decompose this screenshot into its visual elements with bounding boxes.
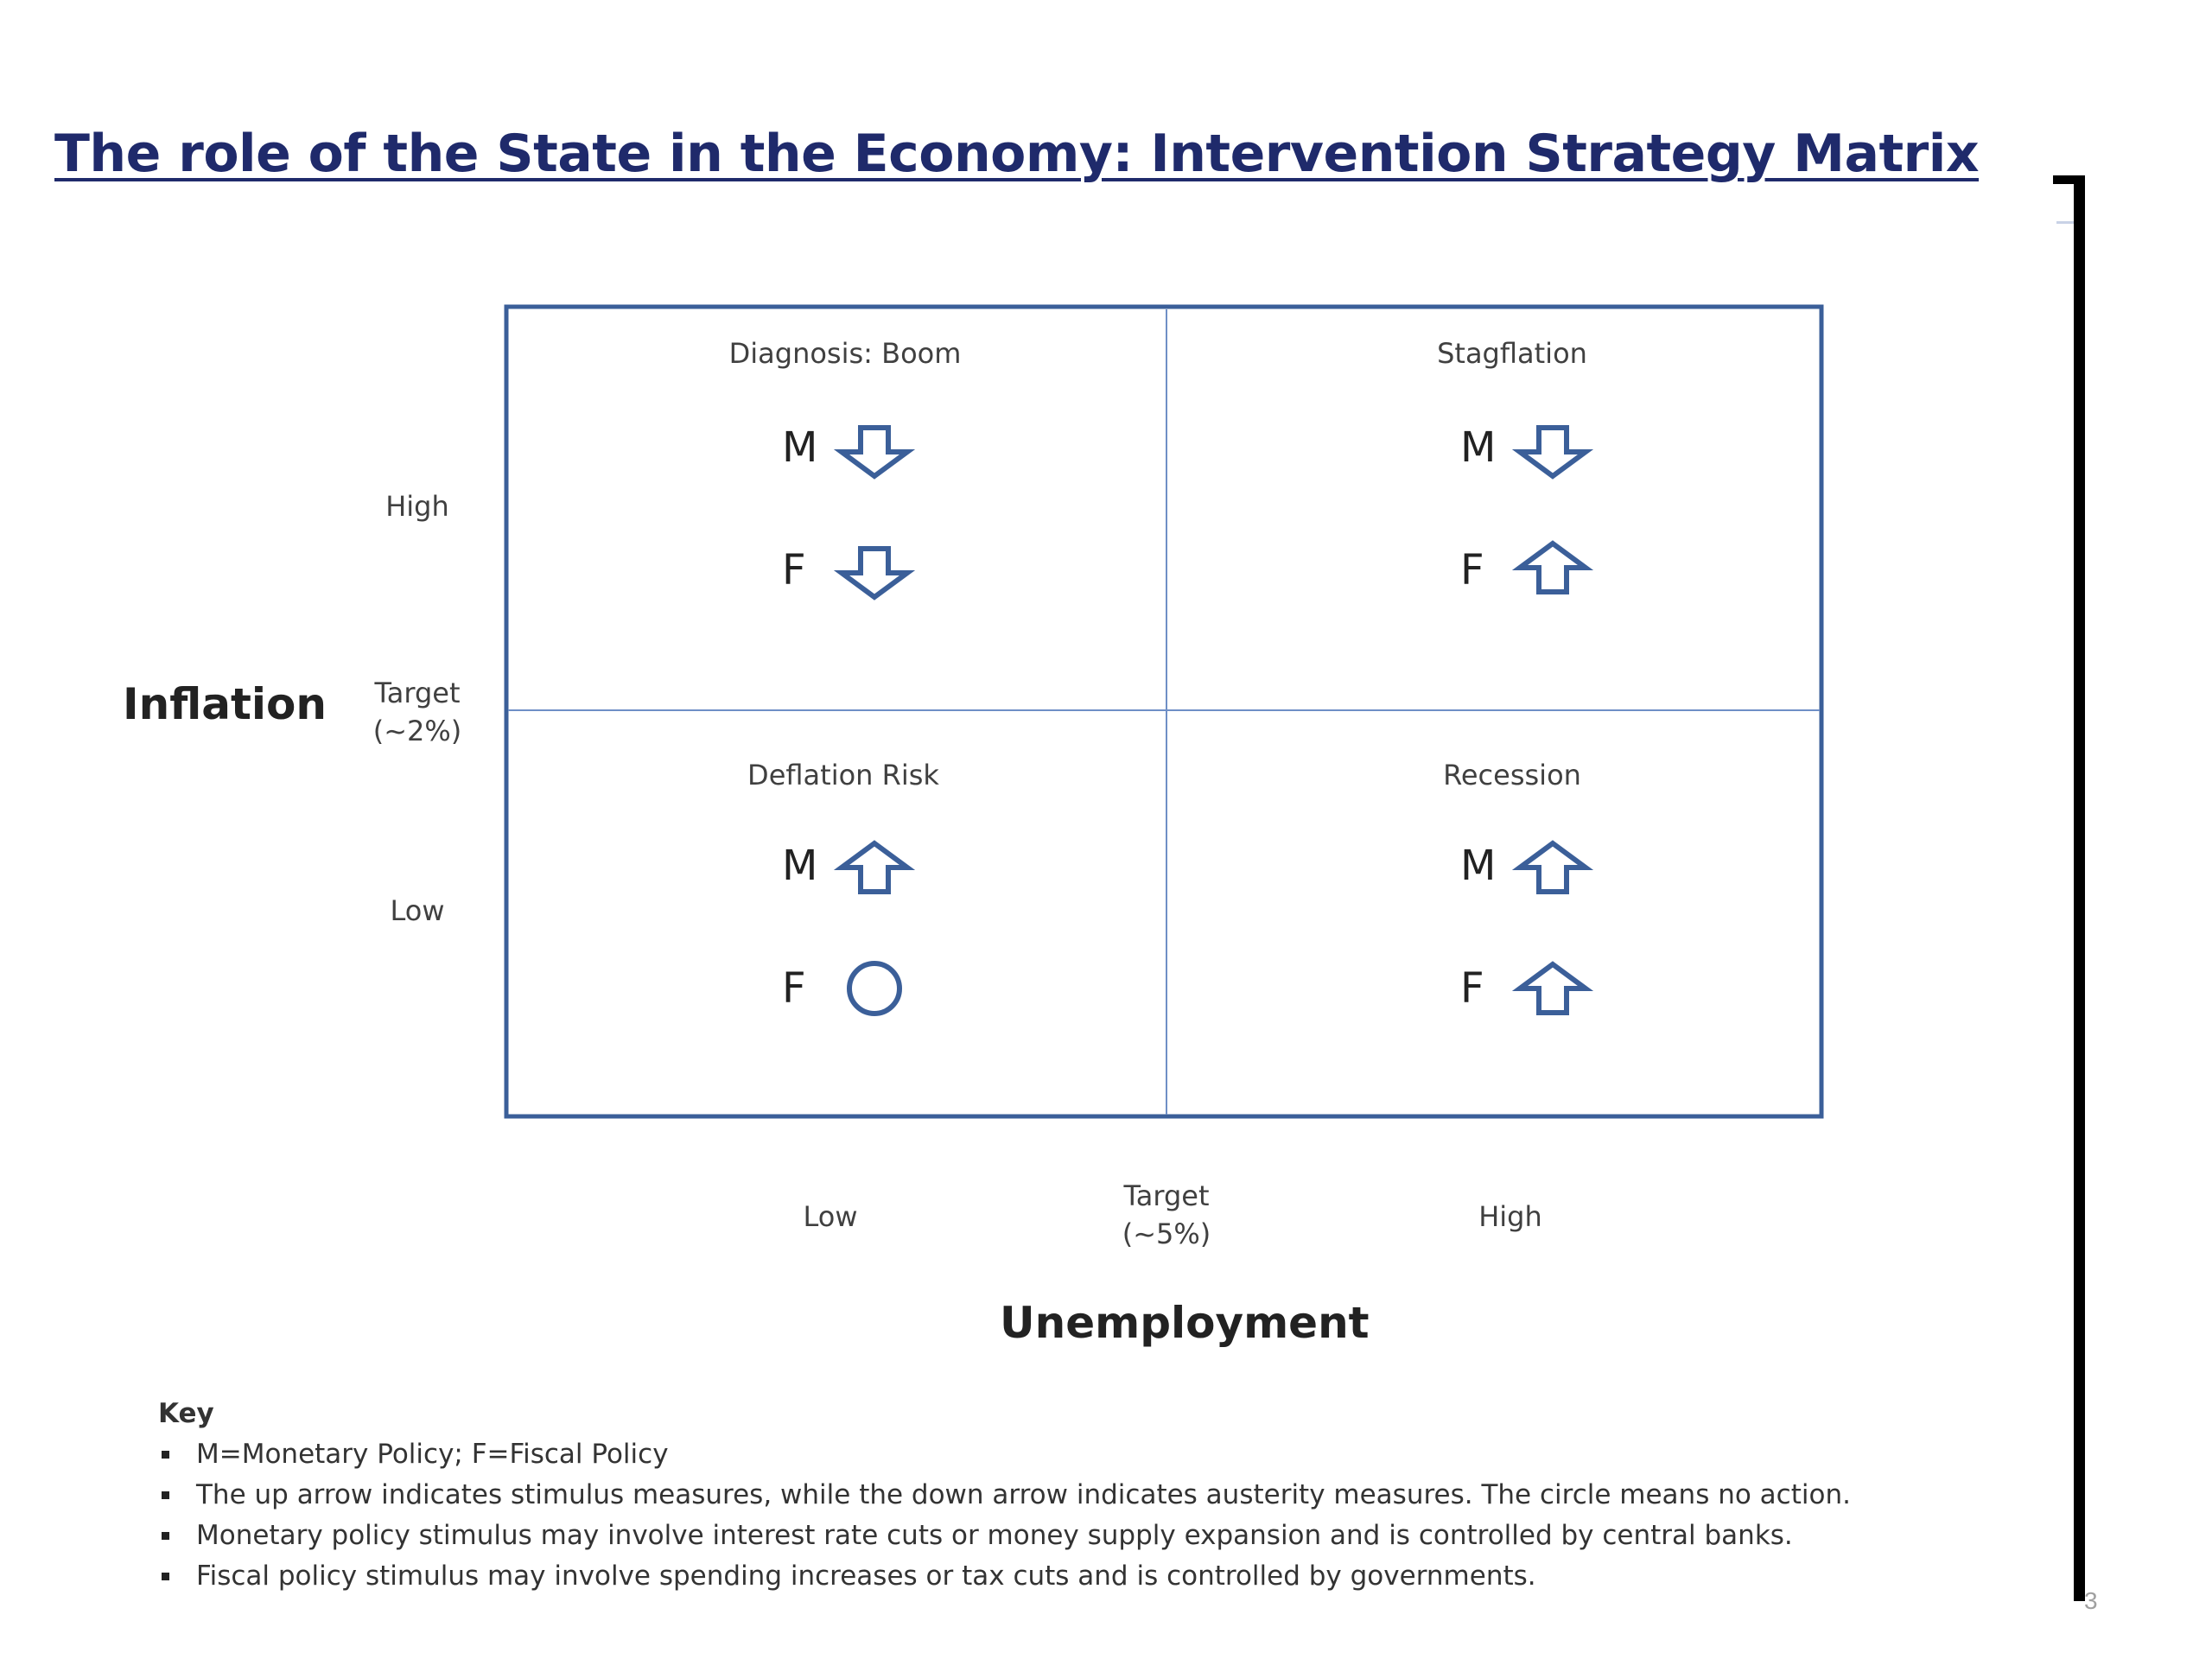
up-arrow-icon: [833, 840, 916, 894]
y-tick-target: Target (~2%): [373, 674, 462, 750]
y-tick-target-line2: (~2%): [372, 715, 462, 747]
quadrant-title-deflation-risk: Deflation Risk: [747, 759, 939, 791]
x-tick-target-line1: Target: [1123, 1179, 1210, 1212]
y-tick-high: High: [385, 490, 449, 523]
key-item: M=Monetary Policy; F=Fiscal Policy: [158, 1434, 1851, 1475]
stagflation-fiscal-label: F: [1460, 546, 1484, 594]
key-list: M=Monetary Policy; F=Fiscal Policy The u…: [158, 1434, 1851, 1597]
right-bracket-bar: [2074, 175, 2085, 1601]
key-item: The up arrow indicates stimulus measures…: [158, 1475, 1851, 1516]
page-number: 3: [2084, 1587, 2098, 1614]
quadrant-title-boom: Diagnosis: Boom: [728, 337, 962, 370]
x-tick-high: High: [1478, 1200, 1542, 1233]
y-axis-label: Inflation: [123, 679, 327, 729]
deflation-monetary-label: M: [782, 842, 818, 890]
down-arrow-icon: [833, 425, 916, 480]
recession-monetary-label: M: [1460, 842, 1497, 890]
quadrant-title-recession: Recession: [1443, 759, 1581, 791]
down-arrow-icon: [833, 546, 916, 601]
y-tick-target-line1: Target: [374, 677, 461, 709]
policy-symbols: [833, 425, 1594, 1016]
quadrant-title-stagflation: Stagflation: [1437, 337, 1587, 370]
key-legend: Key M=Monetary Policy; F=Fiscal Policy T…: [158, 1398, 1851, 1597]
x-axis-label: Unemployment: [1000, 1298, 1370, 1348]
x-tick-target-line2: (~5%): [1122, 1217, 1211, 1250]
recession-fiscal-label: F: [1460, 964, 1484, 1013]
boom-monetary-label: M: [782, 423, 818, 472]
slide-title: The role of the State in the Economy: In…: [54, 124, 1980, 184]
right-bracket-cap: [2053, 175, 2085, 184]
key-title: Key: [158, 1398, 214, 1429]
y-tick-low: Low: [390, 894, 445, 927]
key-item: Fiscal policy stimulus may involve spend…: [158, 1556, 1851, 1597]
x-tick-low: Low: [803, 1200, 858, 1233]
up-arrow-icon: [1511, 540, 1594, 594]
down-arrow-icon: [1511, 425, 1594, 480]
circle-icon: [847, 961, 902, 1016]
matrix-border: [504, 304, 1824, 1119]
stagflation-monetary-label: M: [1460, 423, 1497, 472]
up-arrow-icon: [1511, 961, 1594, 1015]
deflation-fiscal-label: F: [782, 964, 806, 1013]
x-tick-target: Target (~5%): [1122, 1177, 1211, 1253]
key-item: Monetary policy stimulus may involve int…: [158, 1516, 1851, 1556]
decorative-tick: [2056, 221, 2074, 224]
boom-fiscal-label: F: [782, 546, 806, 594]
up-arrow-icon: [1511, 840, 1594, 894]
